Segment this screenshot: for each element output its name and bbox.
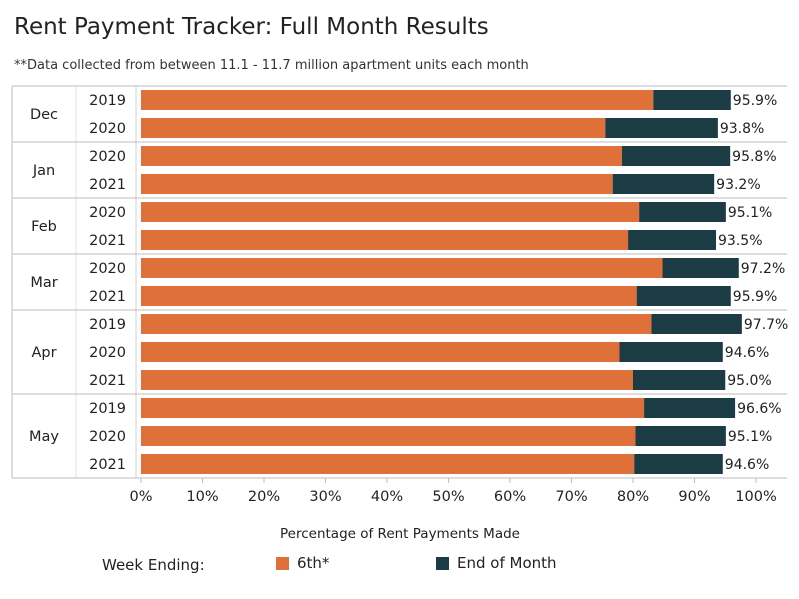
data-label-dec-2019: 95.9%: [733, 93, 777, 109]
data-label-jan-2021: 93.2%: [716, 177, 760, 193]
page-title: Rent Payment Tracker: Full Month Results: [14, 14, 489, 40]
bar-end-of-month-jan-2021: [612, 174, 715, 194]
x-tick-label: 80%: [617, 489, 649, 505]
bar-end-of-month-may-2020: [635, 426, 726, 446]
year-label: 2019: [89, 93, 126, 109]
x-tick-label: 0%: [129, 489, 152, 505]
bar-6th-feb-2021: [141, 230, 629, 250]
year-label: 2020: [89, 149, 126, 165]
year-label: 2021: [89, 177, 126, 193]
year-label: 2019: [89, 317, 126, 333]
bar-6th-apr-2019: [141, 314, 652, 334]
data-label-apr-2021: 95.0%: [727, 373, 771, 389]
x-tick-label: 30%: [309, 489, 341, 505]
x-tick-label: 20%: [248, 489, 280, 505]
legend-item-end-of-month[interactable]: End of Month: [436, 554, 557, 572]
bar-6th-dec-2020: [141, 118, 606, 138]
bar-end-of-month-dec-2019: [653, 90, 731, 110]
data-label-dec-2020: 93.8%: [720, 121, 764, 137]
year-label: 2020: [89, 121, 126, 137]
month-label-dec: Dec: [30, 107, 58, 123]
data-label-may-2021: 94.6%: [725, 457, 769, 473]
x-tick-label: 100%: [735, 489, 776, 505]
data-label-may-2019: 96.6%: [737, 401, 781, 417]
month-label-feb: Feb: [31, 219, 57, 235]
bar-end-of-month-feb-2021: [628, 230, 717, 250]
bar-end-of-month-apr-2019: [651, 314, 742, 334]
month-label-apr: Apr: [31, 345, 56, 361]
year-label: 2020: [89, 429, 126, 445]
legend-swatch-end-of-month: [436, 556, 449, 570]
bar-6th-dec-2019: [141, 90, 654, 110]
year-label: 2021: [89, 233, 126, 249]
legend-swatch-6th: [276, 556, 289, 570]
bar-6th-jan-2021: [141, 174, 613, 194]
bar-6th-may-2021: [141, 454, 635, 474]
year-label: 2019: [89, 401, 126, 417]
x-tick-label: 40%: [371, 489, 403, 505]
legend-title: Week Ending:: [102, 556, 205, 574]
x-tick-label: 10%: [186, 489, 218, 505]
year-label: 2020: [89, 345, 126, 361]
data-label-mar-2021: 95.9%: [733, 289, 777, 305]
year-label: 2021: [89, 457, 126, 473]
year-label: 2021: [89, 373, 126, 389]
bar-end-of-month-may-2019: [644, 398, 736, 418]
bar-end-of-month-dec-2020: [605, 118, 718, 138]
month-label-may: May: [29, 429, 59, 445]
bar-6th-mar-2020: [141, 258, 663, 278]
x-axis-label: Percentage of Rent Payments Made: [280, 526, 520, 542]
bar-6th-may-2020: [141, 426, 636, 446]
data-label-apr-2020: 94.6%: [725, 345, 769, 361]
year-label: 2021: [89, 289, 126, 305]
year-label: 2020: [89, 261, 126, 277]
x-tick-label: 50%: [432, 489, 464, 505]
bar-6th-mar-2021: [141, 286, 637, 306]
bar-end-of-month-jan-2020: [621, 146, 731, 166]
bar-6th-feb-2020: [141, 202, 640, 222]
data-label-feb-2021: 93.5%: [718, 233, 762, 249]
month-label-jan: Jan: [32, 163, 55, 179]
bar-end-of-month-may-2021: [634, 454, 723, 474]
data-label-mar-2020: 97.2%: [741, 261, 785, 277]
bar-end-of-month-mar-2021: [636, 286, 731, 306]
bar-end-of-month-feb-2020: [639, 202, 726, 222]
year-label: 2020: [89, 205, 126, 221]
x-tick-label: 90%: [678, 489, 710, 505]
x-tick-label: 70%: [555, 489, 587, 505]
data-label-feb-2020: 95.1%: [728, 205, 772, 221]
bar-6th-jan-2020: [141, 146, 622, 166]
bar-end-of-month-mar-2020: [662, 258, 739, 278]
bar-6th-apr-2021: [141, 370, 633, 390]
bar-6th-apr-2020: [141, 342, 620, 362]
bar-6th-may-2019: [141, 398, 645, 418]
bar-end-of-month-apr-2021: [633, 370, 726, 390]
data-label-may-2020: 95.1%: [728, 429, 772, 445]
legend-label-6th: 6th*: [297, 554, 330, 572]
month-label-mar: Mar: [30, 275, 57, 291]
x-tick-label: 60%: [494, 489, 526, 505]
data-label-apr-2019: 97.7%: [744, 317, 788, 333]
legend-label-end-of-month: End of Month: [457, 554, 557, 572]
stacked-bar-chart: Dec 2019 95.9% 2020 93.8% Jan 2020 95.8% 2021 93.…: [11, 85, 788, 505]
bar-end-of-month-apr-2020: [619, 342, 723, 362]
legend-item-6th[interactable]: 6th*: [276, 554, 329, 572]
data-label-jan-2020: 95.8%: [732, 149, 776, 165]
page-subtitle: **Data collected from between 11.1 - 11.…: [14, 58, 529, 73]
